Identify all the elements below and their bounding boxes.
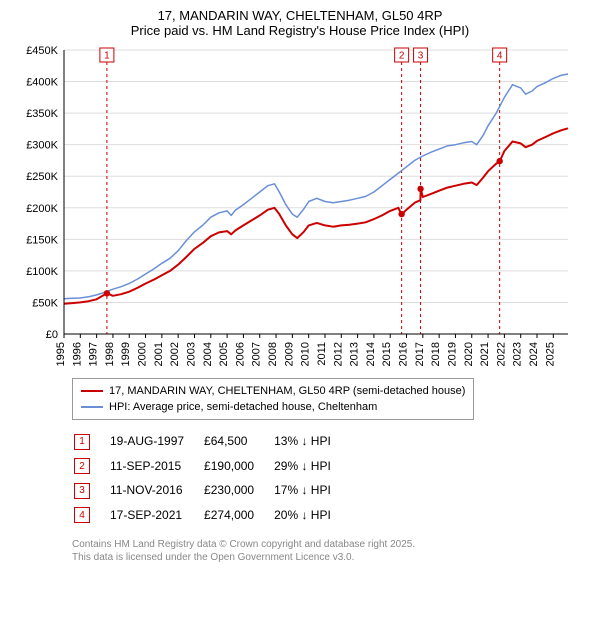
svg-text:2003: 2003 <box>185 342 197 366</box>
svg-text:£350K: £350K <box>26 108 58 120</box>
transaction-price: £230,000 <box>204 479 272 502</box>
svg-text:1998: 1998 <box>104 342 116 366</box>
title-line-2: Price paid vs. HM Land Registry's House … <box>12 23 588 38</box>
table-row: 1 19-AUG-1997£64,50013% ↓ HPI <box>74 430 349 453</box>
svg-text:3: 3 <box>418 51 424 62</box>
svg-text:2000: 2000 <box>137 342 149 366</box>
svg-text:2016: 2016 <box>398 342 410 366</box>
svg-text:4: 4 <box>497 51 503 62</box>
svg-text:2025: 2025 <box>544 342 556 366</box>
svg-text:£400K: £400K <box>26 77 58 89</box>
svg-text:2013: 2013 <box>349 342 361 366</box>
svg-text:£250K: £250K <box>26 171 58 183</box>
legend-label: 17, MANDARIN WAY, CHELTENHAM, GL50 4RP (… <box>109 385 465 397</box>
legend-label: HPI: Average price, semi-detached house,… <box>109 401 377 413</box>
svg-text:2019: 2019 <box>446 342 458 366</box>
table-row: 2 11-SEP-2015£190,00029% ↓ HPI <box>74 455 349 478</box>
svg-text:£200K: £200K <box>26 203 58 215</box>
svg-text:2022: 2022 <box>495 342 507 366</box>
transaction-date: 11-SEP-2015 <box>110 455 202 478</box>
svg-text:2001: 2001 <box>153 342 165 366</box>
legend-item: HPI: Average price, semi-detached house,… <box>81 399 465 415</box>
transaction-price: £64,500 <box>204 430 272 453</box>
svg-text:2008: 2008 <box>267 342 279 366</box>
svg-text:2002: 2002 <box>169 342 181 366</box>
svg-text:2023: 2023 <box>512 342 524 366</box>
svg-text:£50K: £50K <box>32 297 58 309</box>
transaction-diff: 20% ↓ HPI <box>274 504 349 527</box>
footer-line-1: Contains HM Land Registry data © Crown c… <box>72 538 588 551</box>
svg-text:2009: 2009 <box>283 342 295 366</box>
line-chart: £0 £50K £100K £150K £200K £250K £300K £350K £400… <box>12 42 572 372</box>
svg-text:1996: 1996 <box>71 342 83 366</box>
table-row: 3 11-NOV-2016£230,00017% ↓ HPI <box>74 479 349 502</box>
svg-text:2021: 2021 <box>479 342 491 366</box>
svg-text:2007: 2007 <box>251 342 263 366</box>
svg-text:2015: 2015 <box>381 342 393 366</box>
transaction-marker: 4 <box>74 507 90 523</box>
transaction-date: 11-NOV-2016 <box>110 479 202 502</box>
svg-text:£150K: £150K <box>26 234 58 246</box>
transaction-date: 17-SEP-2021 <box>110 504 202 527</box>
svg-text:1999: 1999 <box>120 342 132 366</box>
svg-text:2011: 2011 <box>316 342 328 366</box>
svg-text:2010: 2010 <box>300 342 312 366</box>
svg-text:2012: 2012 <box>332 342 344 366</box>
svg-text:1995: 1995 <box>55 342 67 366</box>
svg-text:2020: 2020 <box>463 342 475 366</box>
svg-text:2006: 2006 <box>234 342 246 366</box>
legend-swatch <box>81 406 103 408</box>
svg-text:2: 2 <box>399 51 405 62</box>
transaction-marker: 1 <box>74 434 90 450</box>
footer-line-2: This data is licensed under the Open Gov… <box>72 551 588 564</box>
table-row: 4 17-SEP-2021£274,00020% ↓ HPI <box>74 504 349 527</box>
svg-text:2014: 2014 <box>365 342 377 366</box>
svg-text:£0: £0 <box>46 329 58 341</box>
svg-text:2018: 2018 <box>430 342 442 366</box>
transaction-marker: 3 <box>74 483 90 499</box>
transaction-marker: 2 <box>74 458 90 474</box>
svg-text:1997: 1997 <box>88 342 100 366</box>
svg-text:2024: 2024 <box>528 342 540 366</box>
chart-area: £0 £50K £100K £150K £200K £250K £300K £350K £400… <box>12 42 588 372</box>
legend: 17, MANDARIN WAY, CHELTENHAM, GL50 4RP (… <box>72 378 474 420</box>
title-line-1: 17, MANDARIN WAY, CHELTENHAM, GL50 4RP <box>12 8 588 23</box>
svg-text:1: 1 <box>104 51 110 62</box>
svg-text:£300K: £300K <box>26 140 58 152</box>
transactions-table: 1 19-AUG-1997£64,50013% ↓ HPI 2 11-SEP-2015… <box>72 428 351 528</box>
legend-swatch <box>81 390 103 392</box>
footer-attribution: Contains HM Land Registry data © Crown c… <box>72 538 588 564</box>
transaction-price: £190,000 <box>204 455 272 478</box>
svg-text:2005: 2005 <box>218 342 230 366</box>
svg-text:£100K: £100K <box>26 266 58 278</box>
transaction-price: £274,000 <box>204 504 272 527</box>
svg-text:£450K: £450K <box>26 45 58 57</box>
svg-text:2017: 2017 <box>414 342 426 366</box>
transaction-diff: 29% ↓ HPI <box>274 455 349 478</box>
legend-item: 17, MANDARIN WAY, CHELTENHAM, GL50 4RP (… <box>81 383 465 399</box>
transaction-diff: 17% ↓ HPI <box>274 479 349 502</box>
svg-text:2004: 2004 <box>202 342 214 366</box>
chart-title: 17, MANDARIN WAY, CHELTENHAM, GL50 4RP P… <box>12 8 588 38</box>
transaction-diff: 13% ↓ HPI <box>274 430 349 453</box>
transaction-date: 19-AUG-1997 <box>110 430 202 453</box>
